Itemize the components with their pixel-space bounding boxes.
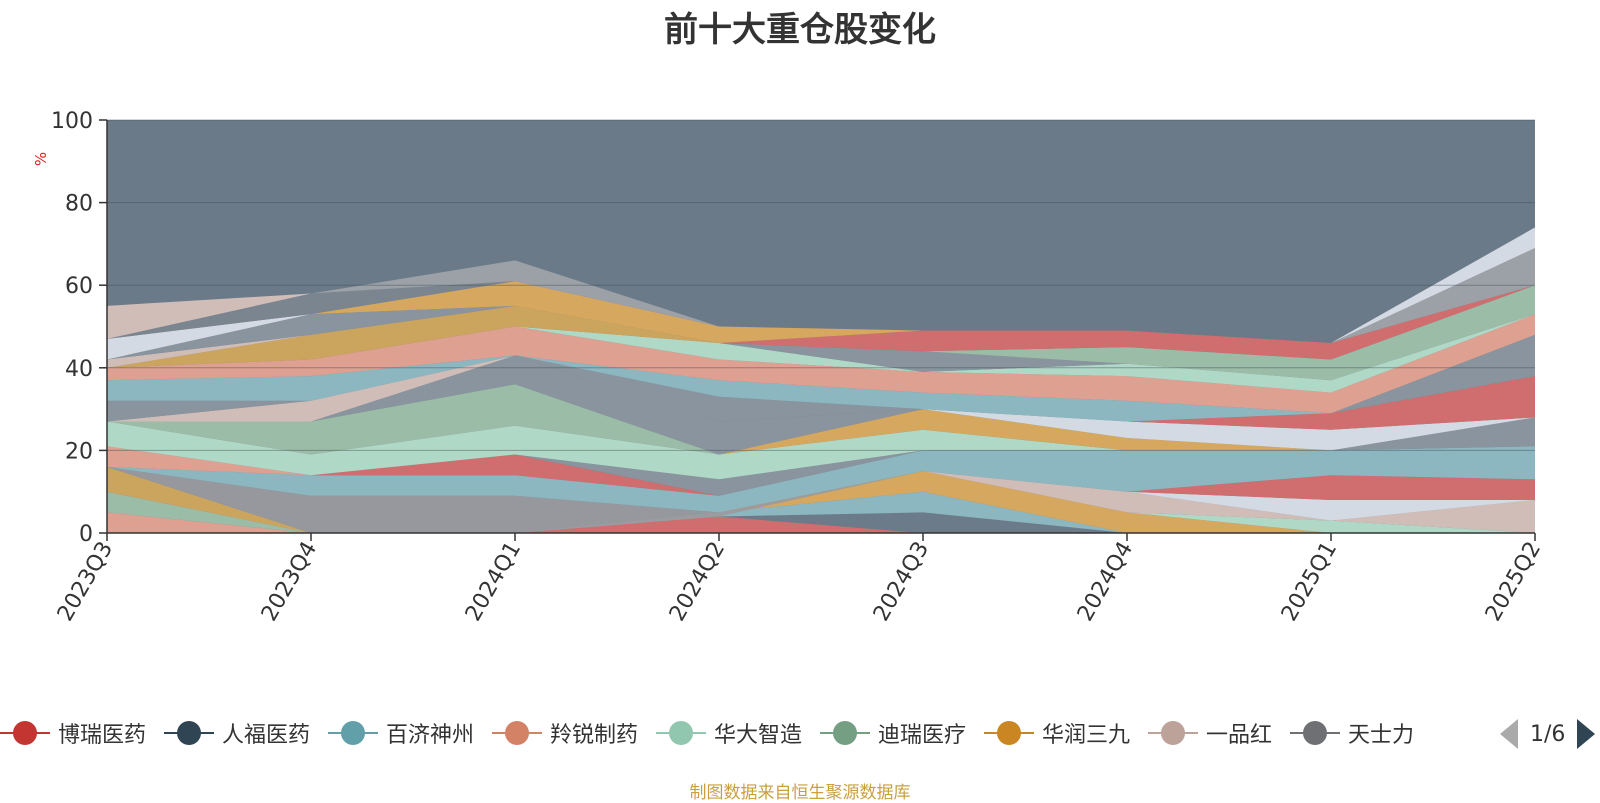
area-band-4 bbox=[107, 512, 1535, 533]
y-tick-label: 80 bbox=[65, 192, 93, 217]
x-tick-label: 2025Q2 bbox=[1481, 538, 1546, 626]
x-tick-label: 2024Q4 bbox=[1073, 538, 1138, 626]
area-band-19 bbox=[107, 409, 1535, 455]
area-band-9 bbox=[107, 466, 1535, 533]
x-tick-label: 2023Q3 bbox=[53, 538, 118, 626]
legend: 博瑞医药 人福医药 百济神州 羚锐制药 华大智造 迪瑞医疗 华润三九 一品红 天士力 bbox=[0, 715, 1600, 755]
legend-label: 百济神州 bbox=[386, 723, 475, 748]
y-tick-label: 0 bbox=[79, 522, 93, 547]
area-band-13 bbox=[107, 446, 1535, 513]
area-band-36 bbox=[107, 248, 1535, 343]
legend-next-page-icon[interactable] bbox=[1577, 719, 1596, 749]
area-band-27 bbox=[107, 314, 1535, 393]
area-band-34 bbox=[107, 281, 1535, 343]
legend-item[interactable]: 一品红 bbox=[1148, 715, 1272, 751]
legend-marker-icon bbox=[492, 715, 542, 751]
area-band-14 bbox=[107, 446, 1535, 496]
legend-marker-icon bbox=[1148, 715, 1198, 751]
legend-marker-icon bbox=[984, 715, 1034, 751]
area-band-32 bbox=[107, 285, 1535, 360]
legend-label: 羚锐制药 bbox=[550, 723, 639, 748]
y-axis-label: % bbox=[32, 151, 51, 167]
source-note: 制图数据来自恒生聚源数据库 bbox=[689, 783, 911, 803]
area-band-31 bbox=[107, 285, 1535, 381]
legend-pager: 1/6 bbox=[1500, 716, 1596, 752]
area-band-24 bbox=[107, 334, 1535, 422]
legend-item[interactable]: 人福医药 bbox=[164, 715, 310, 751]
legend-label: 博瑞医药 bbox=[58, 723, 147, 748]
legend-item[interactable]: 华大智造 bbox=[656, 715, 802, 751]
x-tick-label: 2024Q1 bbox=[461, 538, 526, 626]
y-tick-label: 20 bbox=[65, 439, 93, 464]
area-band-6 bbox=[107, 471, 1535, 533]
legend-item[interactable]: 博瑞医药 bbox=[0, 715, 146, 751]
x-tick-label: 2024Q3 bbox=[869, 538, 934, 626]
x-tick-label: 2023Q4 bbox=[257, 538, 322, 626]
y-tick-label: 100 bbox=[51, 109, 93, 134]
legend-label: 天士力 bbox=[1348, 723, 1415, 748]
area-band-21 bbox=[107, 376, 1535, 455]
legend-label: 迪瑞医疗 bbox=[878, 723, 967, 748]
area-band-12 bbox=[107, 466, 1535, 513]
legend-item[interactable]: 迪瑞医疗 bbox=[820, 715, 966, 751]
area-band-5 bbox=[107, 491, 1535, 533]
legend-items: 博瑞医药 人福医药 百济神州 羚锐制药 华大智造 迪瑞医疗 华润三九 一品红 天士力 bbox=[0, 715, 1480, 755]
legend-label: 人福医药 bbox=[222, 723, 311, 748]
legend-page-indicator: 1/6 bbox=[1530, 721, 1566, 747]
area-band-26 bbox=[107, 314, 1535, 414]
area-band-8 bbox=[107, 466, 1535, 533]
legend-marker-icon bbox=[0, 715, 50, 751]
legend-marker-icon bbox=[1290, 715, 1340, 751]
x-tick-label: 2025Q1 bbox=[1277, 538, 1342, 626]
area-band-23 bbox=[107, 334, 1535, 422]
area-band-22 bbox=[107, 334, 1535, 455]
legend-label: 华大智造 bbox=[714, 723, 803, 748]
legend-marker-icon bbox=[656, 715, 706, 751]
legend-prev-page-icon[interactable] bbox=[1500, 719, 1518, 749]
legend-item[interactable]: 羚锐制药 bbox=[492, 715, 638, 751]
chart-title: 前十大重仓股变化 bbox=[664, 10, 936, 50]
y-tick-label: 60 bbox=[65, 274, 93, 299]
area-band-28 bbox=[107, 305, 1535, 381]
legend-item[interactable]: 华润三九 bbox=[984, 715, 1130, 751]
area-band-0 bbox=[107, 512, 1535, 533]
legend-marker-icon bbox=[164, 715, 214, 751]
legend-label: 一品红 bbox=[1206, 723, 1273, 748]
legend-item[interactable]: 百济神州 bbox=[328, 715, 474, 751]
y-tick-label: 40 bbox=[65, 357, 93, 382]
area-band-25 bbox=[107, 334, 1535, 422]
legend-marker-icon bbox=[328, 715, 378, 751]
legend-label: 华润三九 bbox=[1042, 723, 1131, 748]
area-band-17 bbox=[107, 417, 1535, 480]
x-tick-label: 2024Q2 bbox=[665, 538, 730, 626]
legend-item[interactable]: 天士力 bbox=[1290, 715, 1414, 751]
area-band-18 bbox=[107, 409, 1535, 455]
legend-marker-icon bbox=[820, 715, 870, 751]
